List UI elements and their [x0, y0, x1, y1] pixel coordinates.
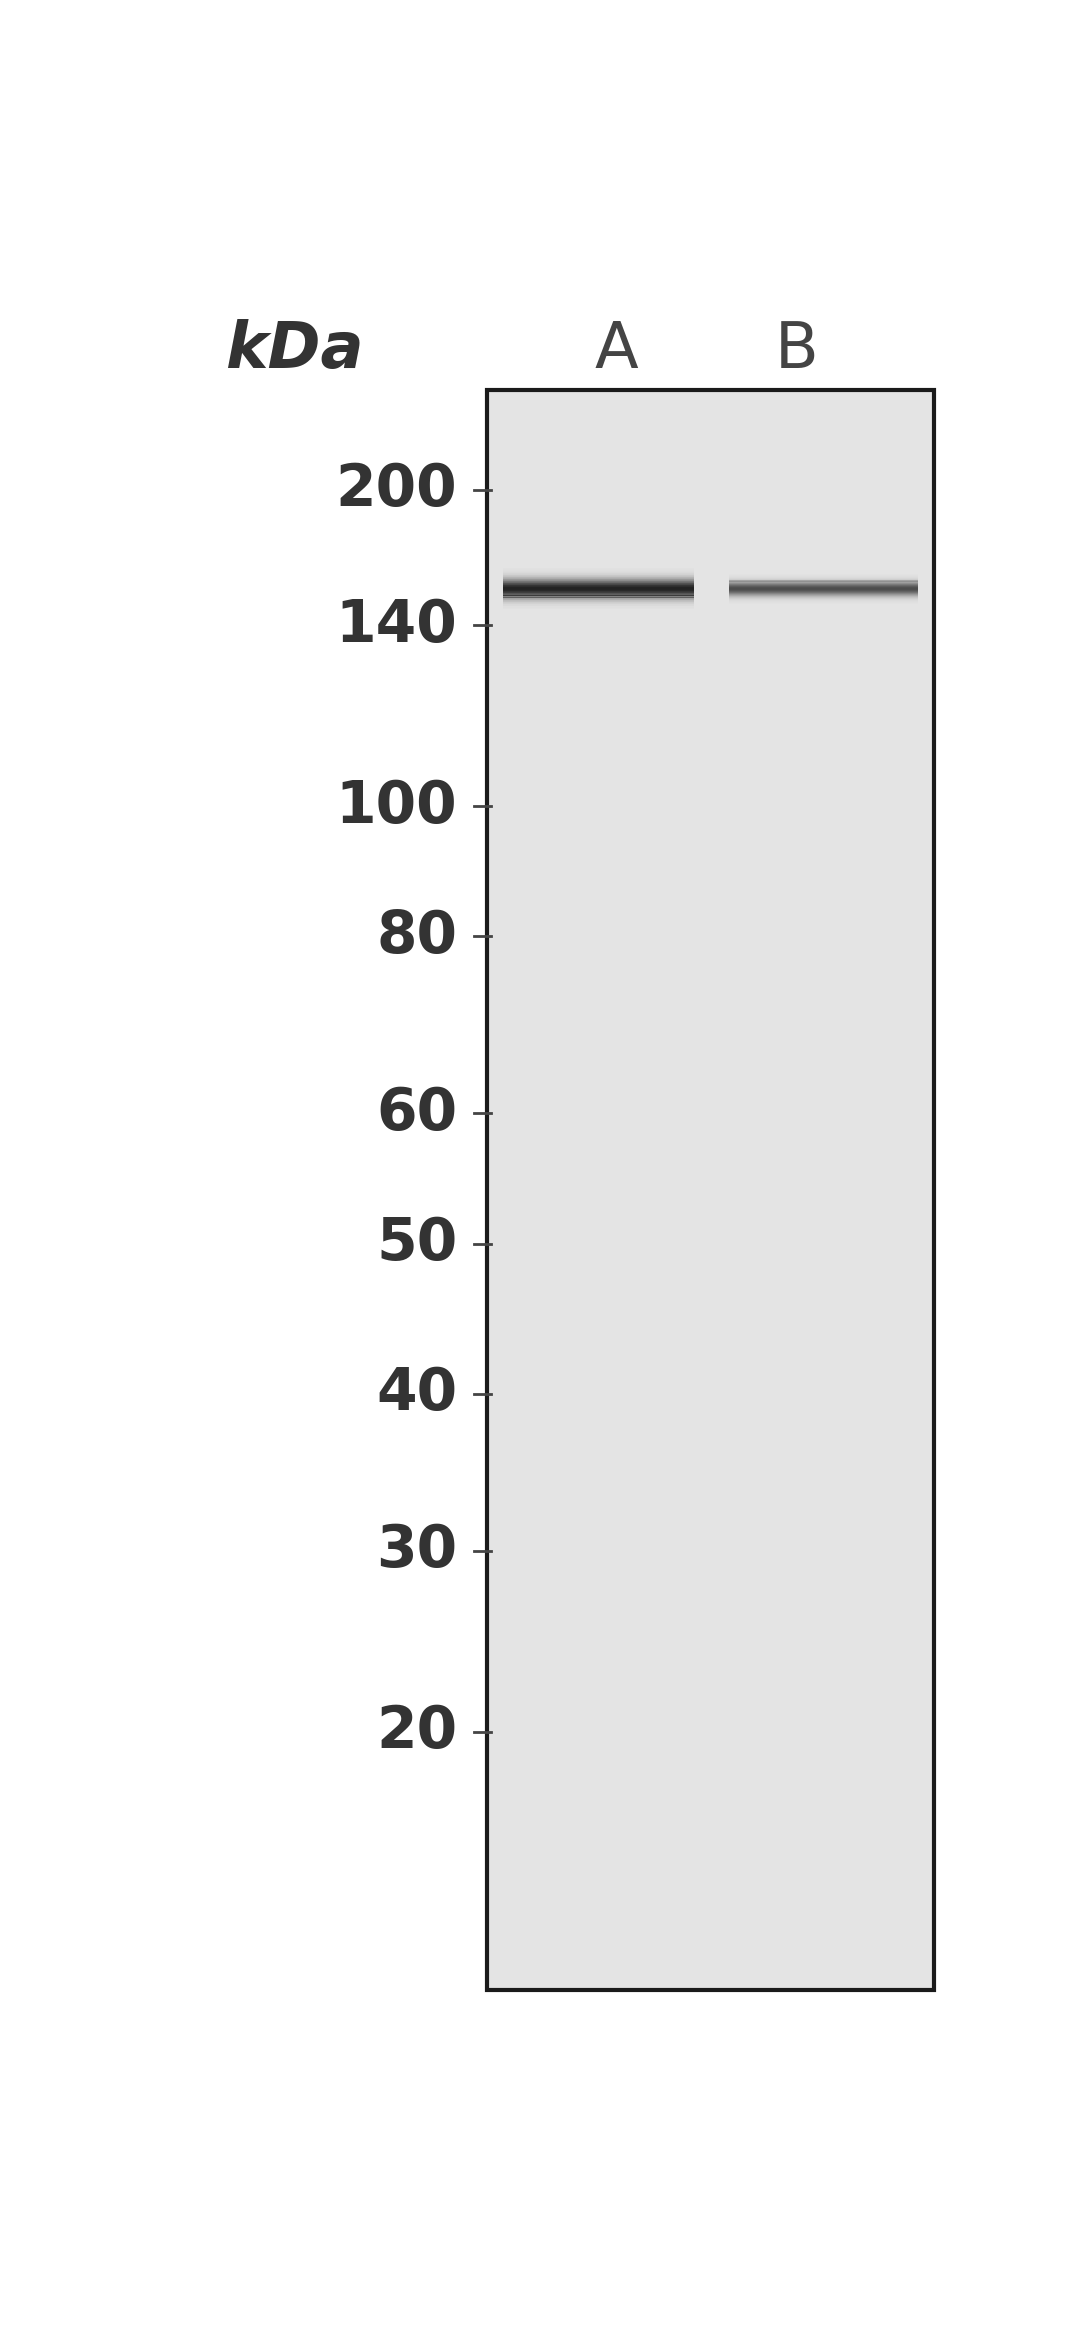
- Text: kDa: kDa: [225, 319, 363, 380]
- Text: 20: 20: [376, 1702, 457, 1761]
- Text: 100: 100: [336, 777, 457, 834]
- Text: B: B: [774, 319, 819, 380]
- Text: 40: 40: [376, 1364, 457, 1423]
- Text: 60: 60: [376, 1085, 457, 1141]
- Text: 30: 30: [376, 1522, 457, 1580]
- Text: 200: 200: [336, 460, 457, 519]
- Text: 50: 50: [376, 1216, 457, 1273]
- FancyBboxPatch shape: [486, 390, 934, 1991]
- Text: 80: 80: [376, 909, 457, 965]
- Text: 140: 140: [336, 596, 457, 653]
- Text: A: A: [594, 319, 638, 380]
